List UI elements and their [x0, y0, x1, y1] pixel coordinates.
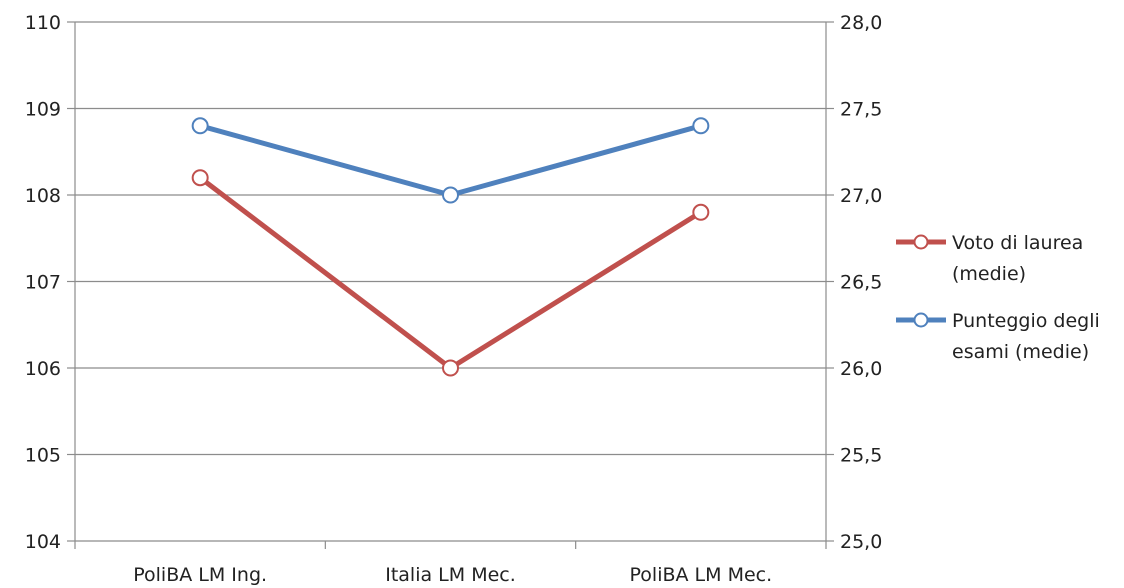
left-tick-label-0: 104: [25, 531, 61, 553]
right-tick-label-1: 25,5: [840, 445, 882, 467]
right-tick-label-6: 28,0: [840, 12, 882, 34]
x-tick-label-1: Italia LM Mec.: [385, 564, 516, 586]
series-1-point-1: [442, 186, 459, 204]
legend-label-0-line-1: (medie): [952, 263, 1026, 285]
series-1-point-0: [191, 117, 209, 135]
series-0-point-1: [442, 359, 459, 377]
legend-label-1-line-1: esami (medie): [952, 341, 1089, 363]
series-line-1: [197, 123, 704, 198]
series-line-0: [197, 175, 704, 371]
right-tick-label-0: 25,0: [840, 531, 882, 553]
left-axis-ticks: 104 105 106 107 108 109 110: [25, 12, 75, 553]
right-tick-label-4: 27,0: [840, 185, 882, 207]
x-tick-label-0: PoliBA LM Ing.: [133, 564, 267, 586]
left-tick-label-3: 107: [25, 272, 61, 294]
legend-label-0-line-0: Voto di laurea: [952, 232, 1083, 254]
legend: Voto di laurea (medie) Punteggio degli esam…: [896, 232, 1100, 363]
series-group: [191, 117, 710, 377]
legend-label-1-line-0: Punteggio degli: [952, 310, 1100, 332]
series-0-point-0: [191, 169, 209, 187]
right-axis-ticks: 25,0 25,5 26,0 26,5 27,0 27,5 28,0: [826, 12, 882, 553]
left-tick-label-1: 105: [25, 445, 61, 467]
right-tick-label-5: 27,5: [840, 99, 882, 121]
x-axis-ticks: PoliBA LM Ing. Italia LM Mec. PoliBA LM Me…: [74, 541, 827, 586]
left-tick-label-4: 108: [25, 185, 61, 207]
right-tick-label-3: 26,5: [840, 272, 882, 294]
x-tick-label-2: PoliBA LM Mec.: [630, 564, 773, 586]
legend-swatch-marker-0: [913, 234, 929, 250]
series-1-point-2: [692, 117, 710, 135]
left-tick-label-2: 106: [25, 358, 61, 380]
series-0-point-2: [692, 203, 710, 221]
right-tick-label-2: 26,0: [840, 358, 882, 380]
gridlines: [75, 21, 826, 456]
left-tick-label-5: 109: [25, 99, 61, 121]
left-tick-label-6: 110: [25, 12, 61, 34]
legend-swatch-marker-1: [913, 312, 929, 328]
